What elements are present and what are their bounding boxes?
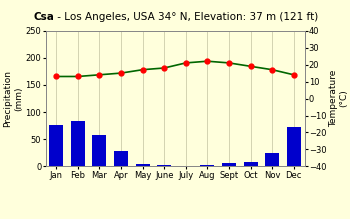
Bar bbox=[244, 162, 258, 166]
Y-axis label: Temperature
(°C): Temperature (°C) bbox=[329, 70, 349, 127]
Legend: Temperature, Precipitation: Temperature, Precipitation bbox=[93, 217, 257, 219]
Bar bbox=[287, 127, 301, 166]
Y-axis label: Precipitation
(mm): Precipitation (mm) bbox=[4, 70, 23, 127]
Bar bbox=[200, 165, 215, 166]
Bar bbox=[49, 125, 63, 166]
Bar bbox=[222, 163, 236, 166]
Bar bbox=[135, 164, 150, 166]
Bar bbox=[157, 165, 171, 166]
Text: - Los Angeles, USA 34° N, Elevation: 37 m (121 ft): - Los Angeles, USA 34° N, Elevation: 37 … bbox=[54, 12, 318, 22]
Bar bbox=[92, 136, 106, 166]
Text: Csa: Csa bbox=[33, 12, 54, 22]
Text: Csa - Los Angeles, USA 34° N, Elevation: 37 m (121 ft): Csa - Los Angeles, USA 34° N, Elevation:… bbox=[33, 12, 317, 22]
Bar bbox=[265, 153, 279, 166]
Bar bbox=[114, 151, 128, 166]
Bar bbox=[71, 121, 85, 166]
